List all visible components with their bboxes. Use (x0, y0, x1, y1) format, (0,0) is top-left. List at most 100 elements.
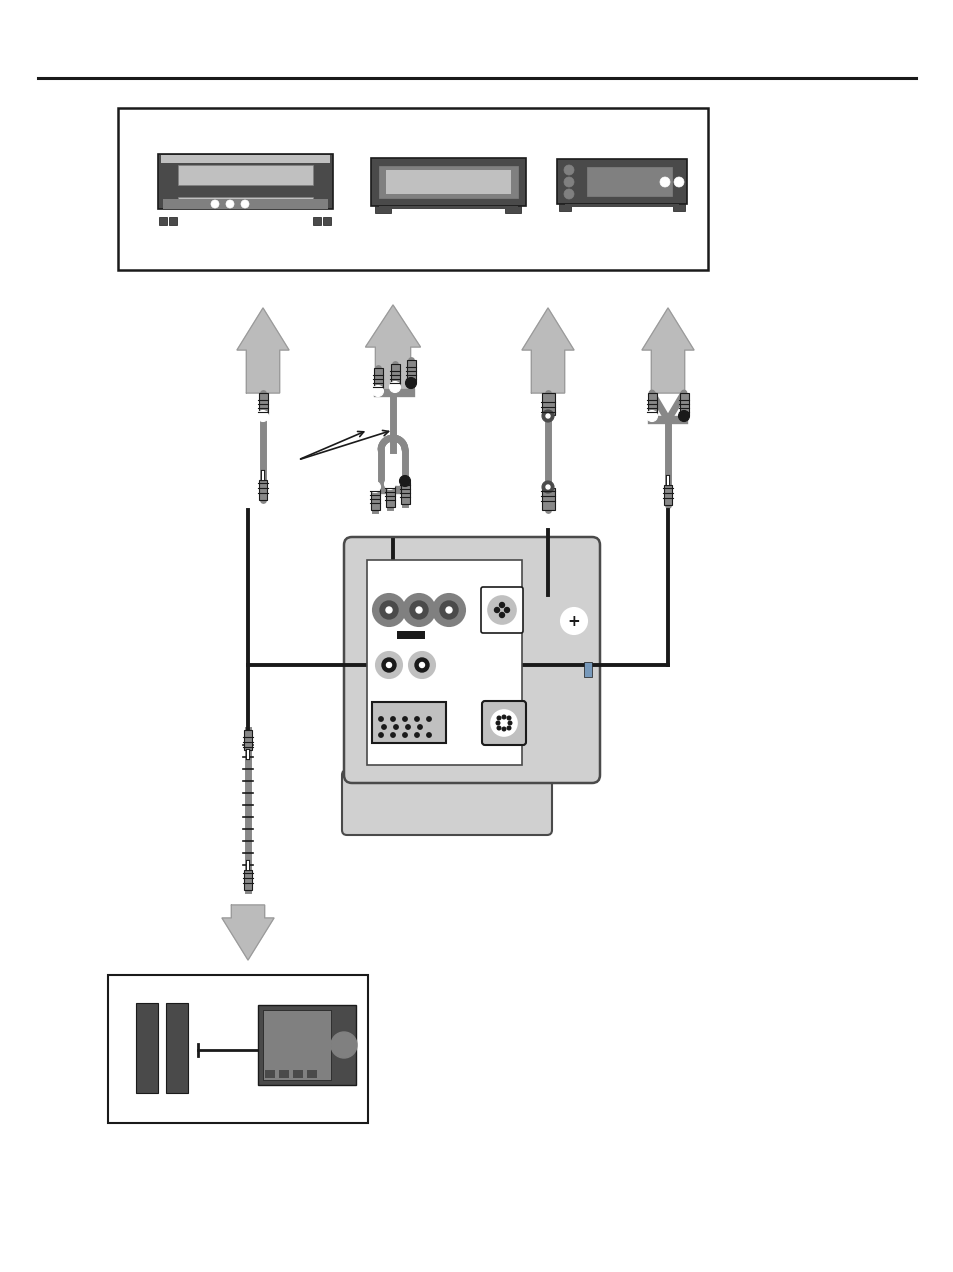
Circle shape (426, 717, 431, 721)
Circle shape (545, 413, 550, 418)
Circle shape (402, 594, 435, 626)
Bar (583, 661, 592, 677)
Bar (163, 198, 328, 209)
Circle shape (402, 717, 407, 721)
Bar (118, 108, 707, 270)
Bar (558, 204, 571, 211)
Circle shape (386, 663, 391, 668)
Bar (159, 218, 167, 225)
Text: +: + (567, 613, 579, 628)
FancyBboxPatch shape (341, 770, 552, 834)
Bar (108, 976, 368, 1123)
Polygon shape (365, 305, 420, 393)
Circle shape (541, 481, 554, 494)
Polygon shape (222, 904, 274, 960)
Circle shape (399, 476, 410, 486)
Circle shape (381, 658, 395, 672)
Circle shape (560, 608, 586, 633)
Bar (371, 158, 525, 206)
Circle shape (417, 725, 422, 729)
Circle shape (508, 721, 511, 725)
Bar (564, 204, 679, 207)
Circle shape (381, 725, 386, 729)
Bar (396, 631, 424, 639)
Polygon shape (236, 308, 289, 393)
Circle shape (419, 663, 424, 668)
Bar (367, 560, 521, 764)
Circle shape (378, 717, 383, 721)
Circle shape (415, 733, 418, 738)
Circle shape (563, 165, 574, 176)
Circle shape (409, 653, 435, 678)
Bar (278, 1070, 289, 1077)
Circle shape (211, 200, 219, 209)
Bar (244, 870, 252, 890)
Circle shape (391, 733, 395, 738)
Circle shape (415, 658, 429, 672)
Circle shape (491, 710, 517, 736)
Circle shape (378, 733, 383, 738)
Circle shape (501, 728, 505, 731)
Polygon shape (641, 308, 693, 393)
Bar (178, 197, 313, 207)
Bar (647, 393, 657, 415)
Bar (557, 159, 686, 204)
Circle shape (499, 613, 504, 617)
Bar (293, 1070, 303, 1077)
Circle shape (497, 716, 500, 720)
Bar (375, 206, 391, 212)
Circle shape (386, 607, 392, 613)
Bar (541, 488, 555, 510)
Circle shape (499, 603, 504, 608)
FancyBboxPatch shape (344, 537, 599, 784)
Circle shape (563, 190, 574, 198)
Circle shape (394, 725, 397, 729)
Bar (244, 730, 252, 750)
Circle shape (507, 716, 510, 720)
Bar (386, 485, 395, 508)
Circle shape (439, 600, 457, 619)
Circle shape (405, 378, 416, 388)
Bar (258, 480, 267, 500)
Circle shape (369, 482, 380, 492)
Bar (158, 154, 333, 209)
Bar (166, 1004, 188, 1093)
Circle shape (426, 733, 431, 738)
Circle shape (496, 721, 499, 725)
Bar (407, 360, 416, 382)
Circle shape (405, 725, 410, 729)
Bar (386, 170, 511, 195)
FancyBboxPatch shape (481, 701, 525, 745)
Circle shape (488, 597, 516, 625)
Circle shape (545, 485, 550, 488)
FancyBboxPatch shape (480, 586, 522, 633)
Circle shape (646, 411, 657, 421)
Polygon shape (521, 308, 574, 393)
Bar (400, 482, 410, 504)
Bar (541, 393, 555, 415)
Bar (323, 218, 331, 225)
Bar (504, 206, 520, 212)
Circle shape (678, 411, 689, 421)
Circle shape (372, 385, 383, 397)
Circle shape (659, 177, 669, 187)
Circle shape (494, 608, 499, 613)
Bar (313, 218, 320, 225)
FancyBboxPatch shape (372, 702, 446, 743)
Circle shape (415, 717, 418, 721)
Circle shape (673, 177, 683, 187)
Bar (307, 1070, 316, 1077)
Circle shape (379, 600, 397, 619)
Circle shape (507, 726, 510, 730)
Circle shape (241, 200, 249, 209)
Circle shape (389, 382, 400, 393)
Bar (378, 167, 517, 198)
Bar (663, 485, 671, 505)
Circle shape (497, 726, 500, 730)
Bar (136, 1004, 158, 1093)
Bar (265, 1070, 274, 1077)
Circle shape (373, 594, 405, 626)
Circle shape (391, 717, 395, 721)
Bar (178, 165, 313, 184)
Bar (161, 155, 330, 163)
